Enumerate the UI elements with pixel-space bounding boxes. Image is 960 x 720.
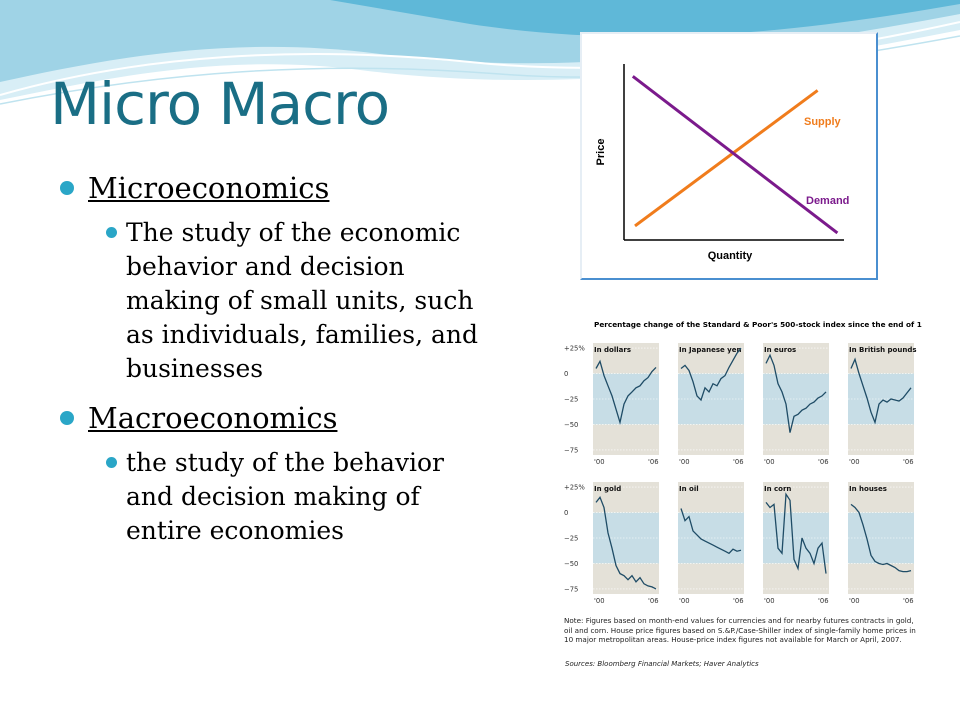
figure-title: Percentage change of the Standard & Poor… xyxy=(594,320,922,329)
supply-demand-svg: Price Quantity Supply Demand xyxy=(595,64,849,262)
bullet-detail: the study of the behavior and decision m… xyxy=(126,448,445,545)
panel-series-line xyxy=(680,347,742,402)
panel-title: In British pounds xyxy=(849,346,917,354)
panel-title: In euros xyxy=(764,346,796,354)
y-tick-label: −75 xyxy=(564,585,578,593)
y-tick-label: 0 xyxy=(564,509,568,517)
x-tick-label: '06 xyxy=(818,458,829,466)
panel-title: In dollars xyxy=(594,346,631,354)
sub-bullet-macroeconomics: the study of the behavior and decision m… xyxy=(88,446,478,548)
figure-source: Sources: Bloomberg Financial Markets; Ha… xyxy=(565,660,759,668)
x-tick-label: '00 xyxy=(849,597,860,605)
x-tick-label: '00 xyxy=(594,597,605,605)
y-tick-label: 0 xyxy=(564,370,568,378)
bullet-macroeconomics: Macroeconomics xyxy=(58,400,478,436)
supply-curve xyxy=(634,89,819,228)
sp500-small-multiples-figure: Percentage change of the Standard & Poor… xyxy=(562,316,922,688)
panel-title: In gold xyxy=(594,485,621,493)
panel-series-line xyxy=(680,508,742,555)
panel-series-line xyxy=(595,359,657,425)
bullet-microeconomics: Microeconomics xyxy=(58,170,478,206)
y-tick-label: −50 xyxy=(564,421,578,429)
bullet-dot-icon xyxy=(60,411,74,425)
header-swoosh-decoration xyxy=(0,0,960,105)
y-tick-label: −25 xyxy=(564,396,578,404)
x-tick-label: '00 xyxy=(679,597,690,605)
y-tick-label: +25% xyxy=(564,345,585,353)
sp500-figure-svg: Percentage change of the Standard & Poor… xyxy=(564,320,922,668)
x-tick-label: '06 xyxy=(733,458,744,466)
y-tick-label: −75 xyxy=(564,446,578,454)
x-axis-label: Quantity xyxy=(708,250,753,262)
y-tick-label: +25% xyxy=(564,484,585,492)
panel-title: In houses xyxy=(849,485,887,493)
x-tick-label: '06 xyxy=(648,597,659,605)
slide-title: Micro Macro xyxy=(50,70,390,138)
bullet-dot-icon xyxy=(106,457,117,468)
panel-series-line xyxy=(765,353,827,433)
supply-demand-chart: Price Quantity Supply Demand xyxy=(580,32,878,280)
figure-notes: Note: Figures based on month-end values … xyxy=(564,616,916,644)
x-tick-label: '00 xyxy=(849,458,860,466)
bullet-heading: Macroeconomics xyxy=(88,401,338,435)
x-tick-label: '00 xyxy=(594,458,605,466)
bullet-detail: The study of the economic behavior and d… xyxy=(126,218,479,383)
panel-series-line xyxy=(595,496,657,590)
panel-title: In Japanese yen xyxy=(679,346,741,354)
x-tick-label: '06 xyxy=(903,458,914,466)
x-tick-label: '06 xyxy=(648,458,659,466)
panel-title: In corn xyxy=(764,485,791,493)
sub-bullet-microeconomics: The study of the economic behavior and d… xyxy=(88,216,478,386)
x-tick-label: '06 xyxy=(903,597,914,605)
x-tick-label: '06 xyxy=(733,597,744,605)
x-tick-label: '06 xyxy=(818,597,829,605)
bullet-heading: Microeconomics xyxy=(88,171,330,205)
panel-series-line xyxy=(765,492,827,574)
bullet-list: Microeconomics The study of the economic… xyxy=(58,170,478,562)
bullet-dot-icon xyxy=(60,181,74,195)
x-tick-label: '00 xyxy=(764,597,775,605)
panel-title: In oil xyxy=(679,485,699,493)
panel-series-line xyxy=(850,357,912,425)
demand-label: Demand xyxy=(806,195,849,207)
x-tick-label: '00 xyxy=(679,458,690,466)
y-axis-label: Price xyxy=(595,139,607,166)
figure-notes-container: Note: Figures based on month-end values … xyxy=(564,616,916,644)
bullet-dot-icon xyxy=(106,227,117,238)
y-tick-label: −25 xyxy=(564,535,578,543)
x-tick-label: '00 xyxy=(764,458,775,466)
demand-curve xyxy=(631,75,839,235)
y-tick-label: −50 xyxy=(564,560,578,568)
supply-label: Supply xyxy=(804,116,842,128)
panel-series-line xyxy=(850,503,912,573)
